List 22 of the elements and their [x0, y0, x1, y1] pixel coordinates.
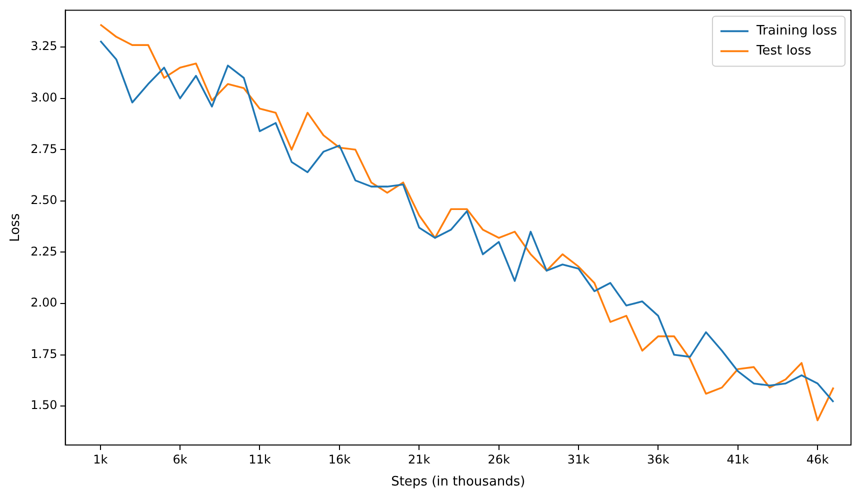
y-tick-label: 3.25: [30, 39, 58, 54]
x-tick-label: 11k: [248, 452, 271, 466]
x-tick-label: 31k: [567, 452, 590, 466]
y-tick-label: 1.75: [30, 346, 58, 361]
x-tick-label: 1k: [93, 452, 108, 466]
y-tick-label: 2.00: [30, 296, 58, 310]
y-tick-label: 3.00: [30, 90, 58, 105]
x-tick-label: 46k: [806, 452, 829, 466]
x-tick-label: 16k: [328, 452, 351, 466]
legend-label: Training loss: [755, 24, 838, 39]
x-tick-label: 6k: [172, 452, 188, 466]
x-tick-label: 26k: [488, 452, 510, 466]
x-tick-label: 21k: [408, 452, 430, 466]
legend-label: Test loss: [755, 44, 812, 59]
y-tick-label: 2.25: [30, 244, 58, 258]
x-axis-title: Steps (in thousands): [391, 474, 526, 490]
y-tick-label: 2.75: [30, 142, 58, 156]
x-tick-label: 41k: [726, 452, 750, 466]
y-tick-label: 1.50: [30, 398, 58, 412]
x-tick-label: 36k: [647, 452, 670, 466]
y-axis-title: Loss: [8, 213, 24, 242]
y-tick-label: 2.50: [30, 193, 58, 208]
